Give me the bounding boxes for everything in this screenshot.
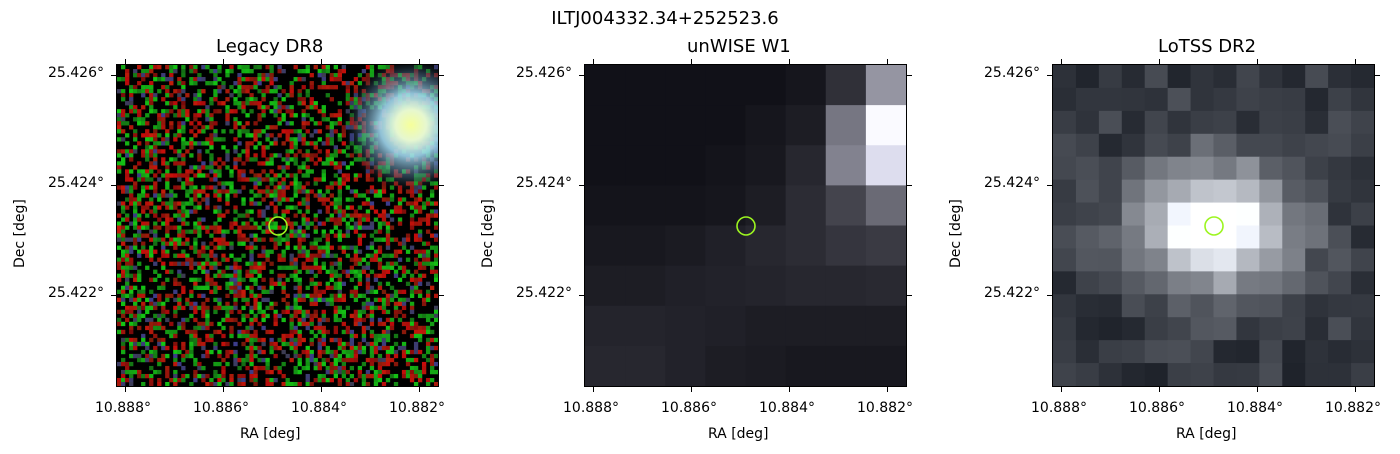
x-tick-mark: [593, 59, 594, 65]
x-tick-mark: [1257, 386, 1258, 392]
source-marker-circle: [736, 216, 756, 236]
y-tick-mark: [1047, 295, 1053, 296]
y-tick-mark: [579, 75, 585, 76]
x-tick-mark: [125, 386, 126, 392]
image-axes: [111, 59, 444, 392]
x-tick-mark: [789, 59, 790, 65]
image-axes: [1047, 59, 1380, 392]
y-tick-label: 25.422°: [984, 285, 1040, 301]
x-tick-mark: [1257, 59, 1258, 65]
lotss-image: [1053, 65, 1374, 386]
x-tick-label: 10.886°: [193, 400, 249, 416]
x-tick-label: 10.884°: [291, 400, 347, 416]
y-tick-mark: [906, 185, 912, 186]
x-axis-label: RA [deg]: [708, 426, 769, 442]
unwise-image: [585, 65, 906, 386]
y-tick-mark: [111, 185, 117, 186]
y-tick-label: 25.426°: [984, 65, 1040, 81]
x-tick-label: 10.886°: [661, 400, 717, 416]
legacy-image: [117, 65, 438, 386]
y-tick-mark: [438, 75, 444, 76]
y-tick-label: 25.426°: [48, 65, 104, 81]
y-tick-label: 25.422°: [516, 285, 572, 301]
x-tick-mark: [419, 386, 420, 392]
x-tick-label: 10.882°: [857, 400, 913, 416]
x-tick-mark: [223, 386, 224, 392]
y-tick-label: 25.424°: [984, 175, 1040, 191]
x-tick-label: 10.888°: [95, 400, 151, 416]
x-tick-label: 10.888°: [563, 400, 619, 416]
y-axis-label: Dec [deg]: [480, 199, 496, 268]
y-tick-mark: [1374, 185, 1380, 186]
x-tick-mark: [789, 386, 790, 392]
y-tick-label: 25.424°: [516, 175, 572, 191]
image-axes: [579, 59, 912, 392]
source-marker-circle: [268, 216, 288, 236]
y-tick-mark: [1047, 75, 1053, 76]
y-tick-label: 25.426°: [516, 65, 572, 81]
x-tick-mark: [419, 59, 420, 65]
figure-title: ILTJ004332.34+252523.6: [551, 8, 779, 29]
panel-legacy-dr8: Legacy DR8 Dec [deg] RA [deg] 25.426° 25…: [0, 36, 445, 446]
x-tick-label: 10.888°: [1031, 400, 1087, 416]
y-tick-mark: [906, 75, 912, 76]
y-tick-mark: [579, 295, 585, 296]
y-tick-mark: [1047, 185, 1053, 186]
x-tick-mark: [321, 59, 322, 65]
x-tick-mark: [1355, 386, 1356, 392]
y-tick-label: 25.424°: [48, 175, 104, 191]
y-tick-mark: [579, 185, 585, 186]
y-tick-label: 25.422°: [48, 285, 104, 301]
x-tick-mark: [1061, 59, 1062, 65]
y-tick-mark: [1374, 75, 1380, 76]
y-tick-mark: [111, 75, 117, 76]
x-tick-mark: [887, 386, 888, 392]
y-tick-mark: [111, 295, 117, 296]
x-tick-mark: [1159, 59, 1160, 65]
x-tick-label: 10.882°: [1325, 400, 1381, 416]
y-axis-label: Dec [deg]: [12, 199, 28, 268]
y-tick-mark: [906, 295, 912, 296]
x-tick-mark: [125, 59, 126, 65]
x-axis-label: RA [deg]: [240, 426, 301, 442]
y-tick-mark: [438, 295, 444, 296]
x-tick-mark: [593, 386, 594, 392]
panel-title: LoTSS DR2: [1158, 36, 1257, 57]
panel-lotss-dr2: LoTSS DR2 Dec [deg] RA [deg] 25.426° 25.…: [936, 36, 1381, 446]
y-tick-mark: [1374, 295, 1380, 296]
x-tick-label: 10.884°: [759, 400, 815, 416]
source-marker-circle: [1204, 216, 1224, 236]
y-axis-label: Dec [deg]: [948, 199, 964, 268]
panel-unwise-w1: unWISE W1 Dec [deg] RA [deg] 25.426° 25.…: [468, 36, 913, 446]
x-axis-label: RA [deg]: [1176, 426, 1237, 442]
x-tick-mark: [691, 59, 692, 65]
x-tick-mark: [1355, 59, 1356, 65]
x-tick-label: 10.886°: [1129, 400, 1185, 416]
x-tick-mark: [887, 59, 888, 65]
panel-title: Legacy DR8: [216, 36, 324, 57]
x-tick-mark: [691, 386, 692, 392]
x-tick-mark: [1061, 386, 1062, 392]
x-tick-mark: [321, 386, 322, 392]
y-tick-mark: [438, 185, 444, 186]
x-tick-mark: [223, 59, 224, 65]
panel-title: unWISE W1: [687, 36, 791, 57]
x-tick-label: 10.884°: [1227, 400, 1283, 416]
x-tick-mark: [1159, 386, 1160, 392]
x-tick-label: 10.882°: [389, 400, 445, 416]
